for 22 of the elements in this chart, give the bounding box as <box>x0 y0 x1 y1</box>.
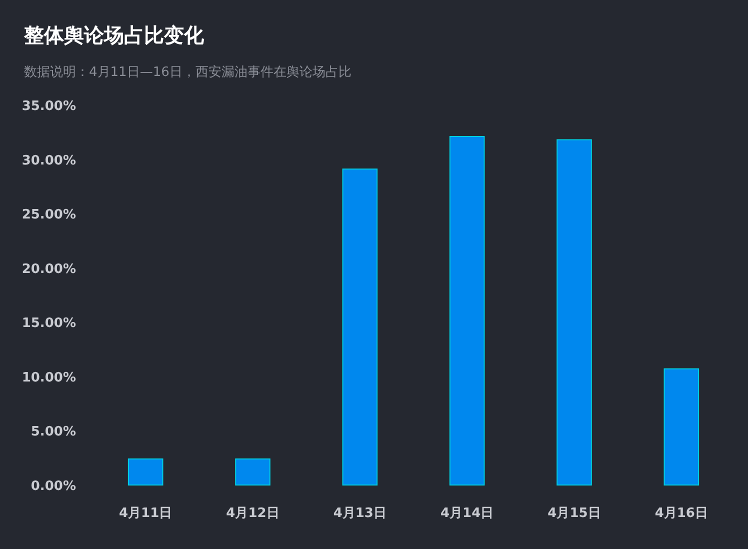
bar <box>342 168 378 486</box>
y-tick-label: 30.00% <box>22 153 76 168</box>
x-tick-label: 4月16日 <box>654 506 708 521</box>
x-tick-label: 4月14日 <box>440 506 494 521</box>
y-tick-label: 5.00% <box>30 424 76 440</box>
x-tick-label: 4月12日 <box>226 506 280 521</box>
x-tick-label: 4月11日 <box>119 506 172 521</box>
bar <box>664 368 700 486</box>
y-tick-label: 10.00% <box>22 370 76 386</box>
bar <box>235 458 270 486</box>
x-tick-label: 4月13日 <box>333 506 386 521</box>
bar <box>556 139 592 486</box>
y-tick-label: 15.00% <box>22 316 76 332</box>
y-tick-label: 25.00% <box>22 208 76 223</box>
subtitle: 数据说明：4月11日—16日，西安漏油事件在舆论场占比 <box>24 65 352 80</box>
bar <box>449 136 485 486</box>
y-tick-label: 35.00% <box>22 99 76 114</box>
y-tick-label: 20.00% <box>22 262 76 277</box>
y-tick-label: 0.00% <box>30 479 76 494</box>
x-tick-label: 4月15日 <box>548 506 601 521</box>
title: 整体舆论场占比变化 <box>24 23 204 47</box>
bar <box>128 458 164 486</box>
